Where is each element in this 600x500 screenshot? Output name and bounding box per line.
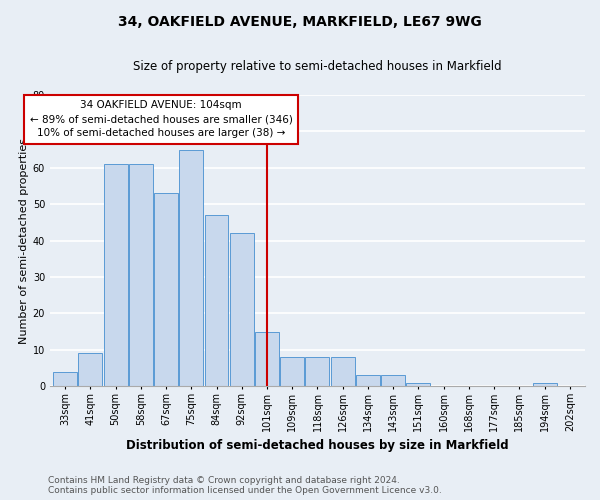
Y-axis label: Number of semi-detached properties: Number of semi-detached properties [19,138,29,344]
X-axis label: Distribution of semi-detached houses by size in Markfield: Distribution of semi-detached houses by … [126,440,509,452]
Bar [305,357,329,386]
Bar [205,215,229,386]
Bar [356,376,380,386]
Bar [406,382,430,386]
Bar [79,354,102,386]
Bar [129,164,153,386]
Bar [179,150,203,386]
Bar [533,382,557,386]
Bar [230,234,254,386]
Bar [53,372,77,386]
Bar [104,164,128,386]
Bar [255,332,279,386]
Text: Contains HM Land Registry data © Crown copyright and database right 2024.
Contai: Contains HM Land Registry data © Crown c… [48,476,442,495]
Text: 34 OAKFIELD AVENUE: 104sqm
← 89% of semi-detached houses are smaller (346)
10% o: 34 OAKFIELD AVENUE: 104sqm ← 89% of semi… [29,100,292,138]
Bar [280,357,304,386]
Bar [381,376,405,386]
Text: 34, OAKFIELD AVENUE, MARKFIELD, LE67 9WG: 34, OAKFIELD AVENUE, MARKFIELD, LE67 9WG [118,15,482,29]
Bar [331,357,355,386]
Title: Size of property relative to semi-detached houses in Markfield: Size of property relative to semi-detach… [133,60,502,73]
Bar [154,194,178,386]
